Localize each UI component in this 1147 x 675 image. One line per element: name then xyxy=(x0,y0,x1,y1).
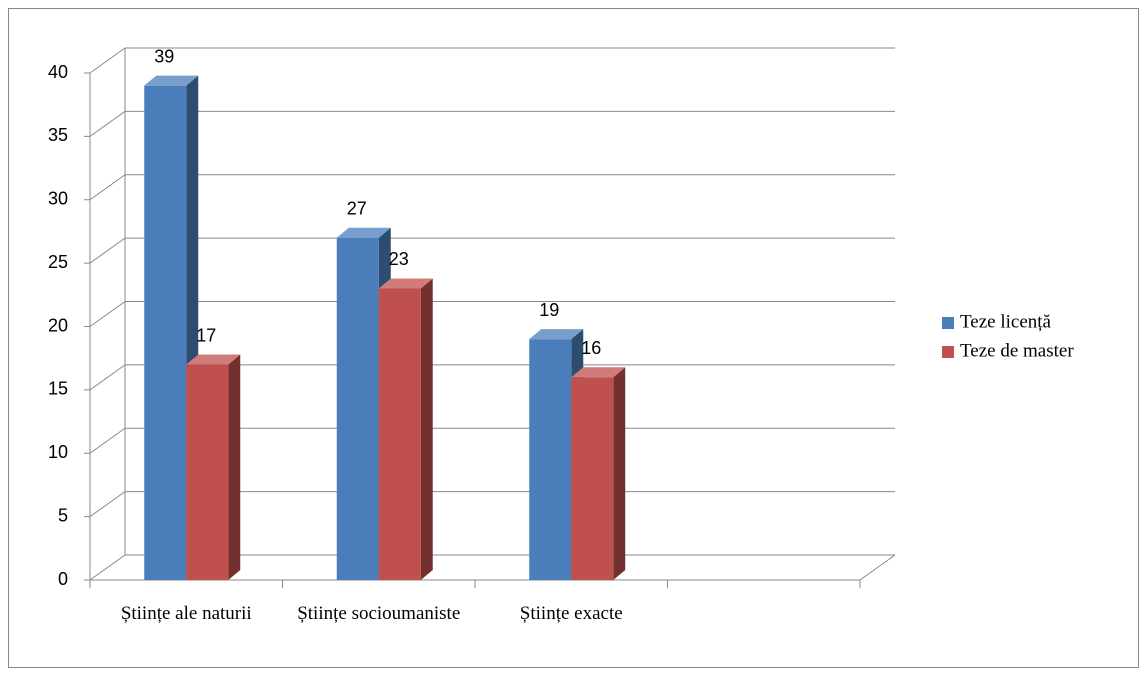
value-label: 27 xyxy=(347,199,367,219)
floor-edge xyxy=(859,554,896,581)
y-tick-label: 10 xyxy=(48,442,68,462)
grid-line-side xyxy=(89,427,126,454)
y-tick-label: 30 xyxy=(48,189,68,209)
grid-line-side xyxy=(89,174,126,201)
y-tick-label: 0 xyxy=(58,569,68,589)
x-tick-label: Științe ale naturii xyxy=(120,603,252,624)
y-tick-label: 35 xyxy=(48,125,68,145)
x-tick-label: Științe socioumaniste xyxy=(297,603,461,624)
legend-swatch xyxy=(942,346,954,358)
grid-line-side xyxy=(89,237,126,264)
legend-label: Teze licență xyxy=(960,311,1052,332)
y-tick-label: 25 xyxy=(48,252,68,272)
bar-top xyxy=(186,354,241,365)
value-label: 39 xyxy=(154,46,174,66)
bar xyxy=(144,85,187,581)
bar xyxy=(378,288,421,580)
bar-side xyxy=(228,354,241,580)
y-tick-label: 5 xyxy=(58,505,68,525)
bar xyxy=(186,364,229,580)
value-label: 17 xyxy=(196,325,216,345)
grid-line-side xyxy=(89,110,126,137)
bar-side xyxy=(420,278,433,580)
y-tick-label: 40 xyxy=(48,62,68,82)
y-tick-label: 20 xyxy=(48,315,68,335)
y-tick-label: 15 xyxy=(48,379,68,399)
grid-line-side xyxy=(89,364,126,391)
bar-side xyxy=(613,367,626,580)
value-label: 23 xyxy=(389,249,409,269)
legend-label: Teze de master xyxy=(960,340,1074,361)
value-label: 19 xyxy=(539,300,559,320)
bar xyxy=(336,237,379,580)
bar-top xyxy=(529,329,584,340)
grid-line-side xyxy=(89,47,126,74)
bar-top xyxy=(571,367,626,378)
grid-line-side xyxy=(89,554,126,581)
grid-line-side xyxy=(89,491,126,518)
legend-swatch xyxy=(942,317,954,329)
value-label: 16 xyxy=(581,338,601,358)
x-tick-label: Științe exacte xyxy=(519,603,623,624)
bar-top xyxy=(336,227,391,238)
grid-line-side xyxy=(89,301,126,327)
bar-top xyxy=(144,75,199,86)
bar-top xyxy=(378,278,433,289)
bar xyxy=(529,339,572,580)
bar xyxy=(571,377,614,580)
